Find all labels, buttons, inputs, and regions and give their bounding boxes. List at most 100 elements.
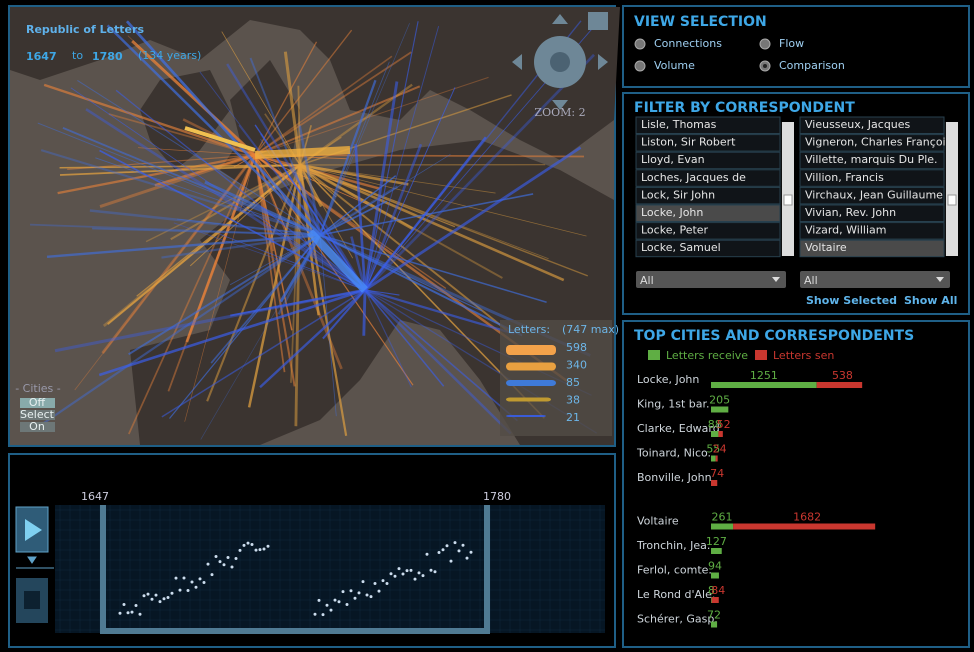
list-row[interactable] [799, 169, 945, 187]
route [31, 234, 321, 432]
legend-value: 21 [566, 411, 580, 424]
zoom-control[interactable] [512, 12, 608, 110]
list-item[interactable]: Vivian, Rev. John [805, 206, 896, 219]
list-row[interactable] [799, 239, 945, 258]
bar-received [711, 621, 718, 628]
list-item[interactable]: Loches, Jacques de [641, 171, 746, 184]
list-item[interactable]: Locke, Peter [641, 224, 709, 237]
timeline-dot [361, 580, 365, 584]
row-name[interactable]: Schérer, Gasp. [637, 613, 718, 626]
list-item[interactable]: Vigneron, Charles François [805, 136, 952, 149]
radio[interactable] [634, 60, 646, 72]
radio[interactable] [634, 38, 646, 50]
list-row[interactable] [635, 151, 781, 170]
timeline-dots [118, 541, 473, 617]
list-item[interactable]: Villette, marquis Du Ple. [805, 153, 938, 166]
timeline-dot [158, 600, 162, 604]
list-item[interactable]: Voltaire [805, 241, 847, 254]
dropdown-value[interactable]: All [640, 274, 654, 287]
list-row[interactable] [799, 134, 945, 152]
list-item[interactable]: Villion, Francis [805, 171, 884, 184]
scroll-thumb[interactable] [947, 194, 957, 206]
speed-slider[interactable] [16, 556, 54, 569]
cities-option[interactable] [20, 422, 55, 432]
row-name[interactable]: Bonville, John [637, 471, 712, 484]
list-item[interactable]: Vizard, William [805, 224, 886, 237]
dropdown[interactable] [800, 271, 950, 288]
cities-option-label[interactable]: On [29, 420, 45, 433]
route [354, 143, 367, 291]
cities-option-label[interactable]: Select [20, 408, 55, 421]
bar-label: 72 [707, 609, 721, 622]
dropdown-value[interactable]: All [804, 274, 818, 287]
list-item[interactable]: Liston, Sir Robert [641, 136, 736, 149]
row-name[interactable]: King, 1st bar. [637, 398, 710, 411]
list-item[interactable]: Locke, Samuel [641, 241, 721, 254]
list-item[interactable]: Vieusseux, Jacques [805, 118, 911, 131]
scroll-thumb[interactable] [783, 194, 793, 206]
play-icon[interactable] [25, 519, 42, 541]
view-option[interactable]: Connections [654, 37, 722, 50]
zoom-center[interactable] [550, 52, 570, 72]
route [318, 79, 377, 236]
list-row[interactable] [799, 151, 945, 170]
cities-option[interactable] [20, 410, 55, 420]
scrollbar[interactable] [946, 122, 958, 256]
view-option[interactable]: Flow [779, 37, 804, 50]
timeline-dot [150, 597, 154, 601]
view-option[interactable]: Volume [654, 59, 695, 72]
cities-option-label[interactable]: Off [29, 396, 46, 409]
bar-received [711, 382, 817, 388]
legend-received: Letters receive [666, 349, 748, 362]
route [199, 71, 366, 291]
radio[interactable] [759, 38, 771, 50]
list-row[interactable] [635, 169, 781, 187]
scrollbar[interactable] [782, 122, 794, 256]
range-handle-left[interactable] [100, 505, 106, 633]
timeline-dot [393, 574, 397, 578]
row-name[interactable]: Locke, John [637, 373, 699, 386]
timeline-dot [437, 551, 441, 555]
list-row[interactable] [635, 239, 781, 258]
legend-swatch [506, 415, 546, 417]
list-item[interactable]: Lisle, Thomas [641, 118, 717, 131]
row-name[interactable]: Toinard, Nico. [636, 447, 711, 460]
list-row[interactable] [635, 204, 781, 222]
list-row[interactable] [635, 134, 781, 152]
range-handle-right[interactable] [484, 505, 490, 633]
row-name[interactable]: Voltaire [637, 515, 679, 528]
row-name[interactable]: Ferlol, comte. [637, 564, 712, 577]
row-name[interactable]: Clarke, Edward [637, 422, 720, 435]
cities-option[interactable] [20, 398, 55, 408]
dropdown[interactable] [636, 271, 786, 288]
range-bar[interactable] [100, 628, 490, 634]
list-item[interactable]: Lloyd, Evan [641, 153, 705, 166]
view-option[interactable]: Comparison [779, 59, 845, 72]
row-name[interactable]: Le Rond d'Ale. [637, 588, 715, 601]
fullscreen-button[interactable] [588, 12, 608, 30]
list-row[interactable] [799, 116, 945, 134]
stop-icon[interactable] [24, 591, 40, 609]
filter-button[interactable]: Show Selected [806, 294, 897, 307]
list-row[interactable] [635, 222, 781, 240]
list-item[interactable]: Locke, John [641, 206, 703, 219]
list-row[interactable] [635, 186, 781, 205]
dropdown-arrow[interactable] [772, 277, 780, 282]
timeline-dot [345, 602, 349, 606]
radio-dot[interactable] [763, 64, 767, 68]
list-item[interactable]: Lock, Sir John [641, 188, 715, 201]
route [307, 229, 368, 293]
timeline-dot [254, 548, 258, 552]
filter-button[interactable]: Show All [904, 294, 957, 307]
list-row[interactable] [799, 204, 945, 222]
list-row[interactable] [635, 116, 781, 134]
dropdown-arrow[interactable] [936, 277, 944, 282]
timeline-dot [218, 560, 222, 564]
route [279, 234, 322, 303]
list-item[interactable]: Virchaux, Jean Guillaume [805, 188, 943, 201]
list-row[interactable] [799, 222, 945, 240]
legend-title: Letters: [508, 323, 550, 336]
list-row[interactable] [799, 186, 945, 205]
row-name[interactable]: Tronchin, Jea. [636, 539, 710, 552]
timeline-dot [142, 594, 146, 598]
